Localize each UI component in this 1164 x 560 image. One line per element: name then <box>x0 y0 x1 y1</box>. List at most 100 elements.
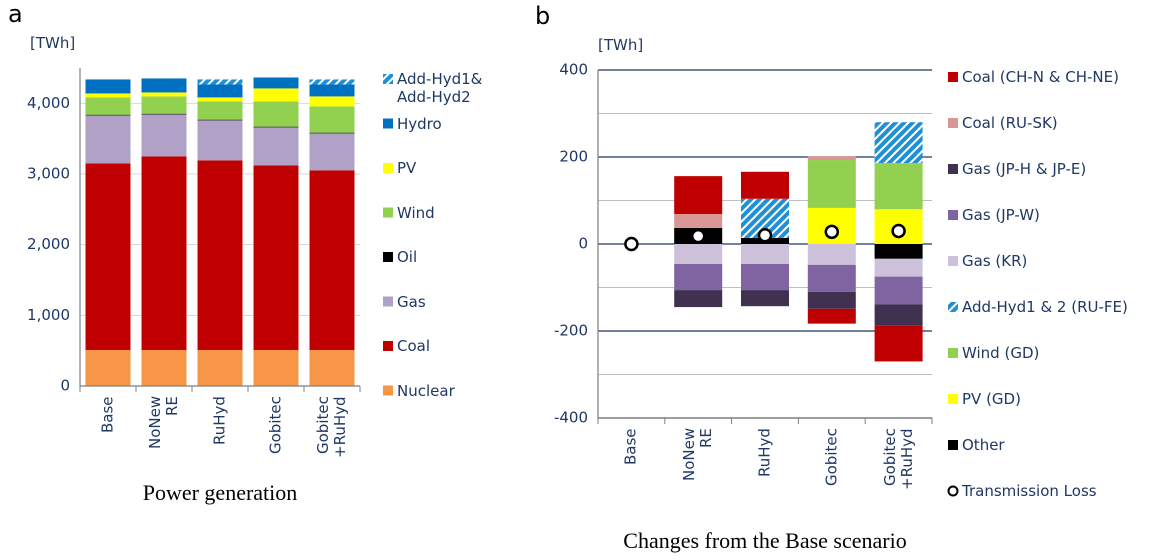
legend-swatch <box>383 163 393 173</box>
bar-segment <box>874 276 923 305</box>
bar-segment <box>253 88 299 102</box>
bar-segment <box>741 244 789 265</box>
legend-label: Gas (JP-W) <box>962 206 1040 224</box>
bar-segment <box>309 132 355 134</box>
marker <box>891 223 906 239</box>
x-tick-label: Gobitec <box>822 428 841 486</box>
bar-segment <box>197 79 243 85</box>
unit-label: [TWh] <box>30 34 76 52</box>
bar-segment <box>141 114 187 157</box>
bar-segment <box>741 264 789 291</box>
legend-label: PV <box>397 159 417 177</box>
bar-segment <box>197 120 243 161</box>
legend-label: Wind (GD) <box>962 344 1040 362</box>
y-tick-label: 400 <box>559 61 588 79</box>
legend-swatch <box>383 74 393 84</box>
unit-label: [TWh] <box>598 36 644 54</box>
legend-label: Gas <box>397 292 426 311</box>
bar-segment <box>197 350 243 386</box>
y-tick-label: 1,000 <box>27 306 70 324</box>
legend-label: Coal (RU-SK) <box>962 114 1058 132</box>
legend-swatch <box>948 118 958 128</box>
bar-segment <box>141 113 187 115</box>
y-tick-label: 200 <box>559 148 588 166</box>
legend-label: Add-Hyd1 & 2 (RU-FE) <box>962 298 1128 316</box>
legend-swatch <box>383 296 393 307</box>
bar-segment <box>807 160 856 208</box>
x-tick-label: Gobitec +RuHyd <box>314 396 349 458</box>
bar-segment <box>807 291 856 309</box>
legend-swatch <box>948 348 958 358</box>
x-axis-title: Changes from the Base scenario <box>623 528 907 553</box>
legend-swatch <box>383 341 393 351</box>
legend-label: Coal (CH-N & CH-NE) <box>962 68 1119 86</box>
bar-segment <box>741 171 789 199</box>
bar-segment <box>674 264 723 291</box>
x-tick-label: RuHyd <box>755 428 774 477</box>
bar-segment <box>85 79 131 94</box>
bar-segment <box>309 96 355 107</box>
bar-segment <box>197 119 243 121</box>
legend-swatch <box>383 385 393 396</box>
legend-label: Hydro <box>397 114 442 133</box>
y-tick-label: -200 <box>554 322 588 340</box>
bar-segment <box>253 101 299 127</box>
bar-segment <box>807 308 856 324</box>
legend-label: Other <box>962 436 1005 454</box>
bar-segment <box>874 244 923 259</box>
legend-label: Oil <box>397 248 418 266</box>
bar-segment <box>874 163 923 210</box>
bar-segment <box>85 350 131 386</box>
bar-segment <box>807 264 856 292</box>
bar-segment <box>85 97 131 115</box>
x-axis-title: Power generation <box>142 480 298 505</box>
legend-marker <box>947 485 959 497</box>
bar-segment <box>141 156 187 351</box>
legend-label: Gas (KR) <box>962 252 1028 270</box>
x-tick-label: RuHyd <box>210 396 229 445</box>
legend-swatch <box>383 252 393 262</box>
bar-segment <box>85 163 131 351</box>
legend-swatch <box>383 118 393 129</box>
bar-segment <box>141 350 187 386</box>
x-tick-label: NoNew RE <box>680 428 716 482</box>
bar-segment <box>309 170 355 351</box>
bar-segment <box>253 127 299 166</box>
bar-segment <box>85 93 131 98</box>
legend-label: Coal <box>397 337 431 355</box>
bar-segment <box>197 160 243 351</box>
bar-segment <box>309 350 355 386</box>
legend-swatch <box>948 256 958 266</box>
panel-label: b <box>535 2 551 30</box>
bar-segment <box>874 304 923 326</box>
bar-segment <box>85 114 131 116</box>
marker <box>824 224 840 240</box>
y-tick-label: 4,000 <box>27 94 70 112</box>
bar-segment <box>141 78 187 93</box>
x-tick-label: Base <box>621 428 640 465</box>
y-tick-label: 3,000 <box>27 165 70 183</box>
bar-segment <box>253 77 299 89</box>
bar-segment <box>874 325 923 362</box>
legend-swatch <box>948 302 958 312</box>
y-tick-label: 0 <box>60 377 70 395</box>
panel-label: a <box>8 0 23 28</box>
bar-segment <box>197 97 243 102</box>
legend-swatch <box>383 207 393 218</box>
bar-segment <box>807 156 856 161</box>
bar-segment <box>674 176 723 214</box>
y-tick-label: -400 <box>554 409 588 427</box>
bar-segment <box>309 133 355 171</box>
y-tick-label: 2,000 <box>27 235 70 253</box>
bar-segment <box>197 101 243 120</box>
bar-segment <box>674 213 723 228</box>
legend-label: Nuclear <box>397 381 455 400</box>
legend-swatch <box>948 210 958 220</box>
legend-label: Gas (JP-H & JP-E) <box>962 160 1087 178</box>
bar-segment <box>141 96 187 114</box>
bar-segment <box>874 258 923 277</box>
legend-swatch <box>948 394 958 404</box>
bar-segment <box>253 126 299 128</box>
legend-label: Add-Hyd1& Add-Hyd2 <box>397 70 483 106</box>
